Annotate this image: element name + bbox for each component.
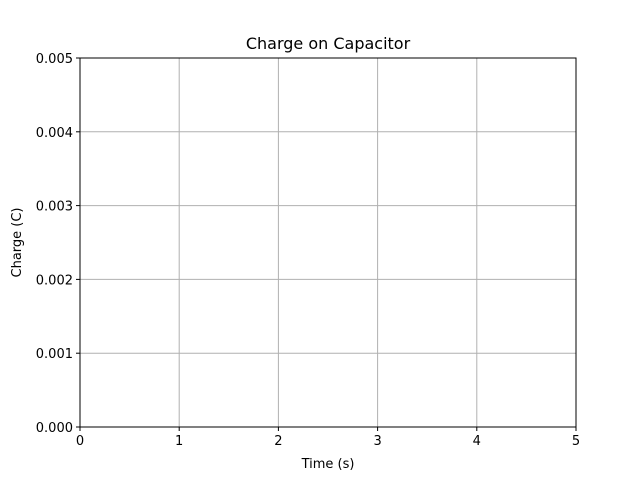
- plot-area-frame: [79, 57, 577, 428]
- x-tick-label: 0: [76, 434, 84, 449]
- x-axis-label: Time (s): [301, 457, 355, 472]
- x-tick-label: 4: [473, 434, 481, 449]
- x-tick-label: 2: [274, 434, 282, 449]
- y-tick-label: 0.000: [36, 421, 73, 436]
- y-tick-label: 0.004: [36, 126, 73, 141]
- y-axis-ticks: 0.000 0.001 0.002 0.003 0.004 0.005: [36, 52, 80, 436]
- x-axis-ticks: 0 1 2 3 4 5: [76, 427, 580, 449]
- y-tick-label: 0.002: [36, 273, 73, 288]
- y-axis-label: Charge (C): [10, 207, 25, 277]
- y-tick-label: 0.005: [36, 52, 73, 67]
- x-tick-label: 3: [373, 434, 381, 449]
- y-tick-label: 0.003: [36, 200, 73, 215]
- y-tick-label: 0.001: [36, 347, 73, 362]
- chart-title: Charge on Capacitor: [246, 34, 411, 53]
- x-tick-label: 5: [572, 434, 580, 449]
- x-tick-label: 1: [175, 434, 183, 449]
